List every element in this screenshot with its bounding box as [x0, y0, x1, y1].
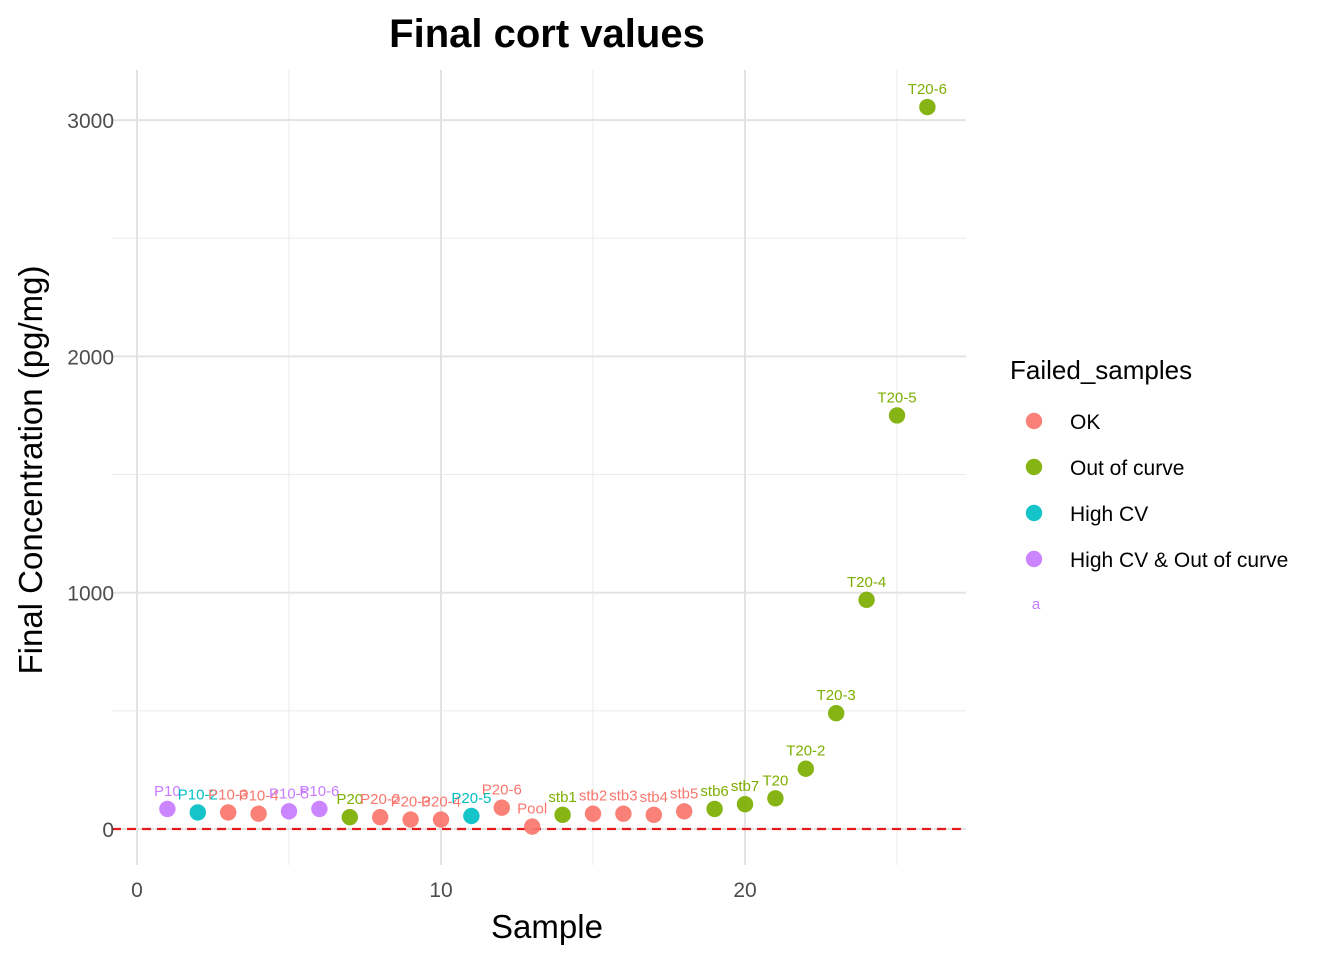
data-point	[493, 799, 510, 816]
data-point	[402, 811, 419, 828]
data-point	[463, 807, 480, 825]
data-point	[615, 805, 632, 822]
y-tick-label: 0	[102, 819, 114, 842]
data-point	[250, 805, 267, 822]
data-point	[432, 811, 450, 828]
x-tick-labels: 0 10 20	[131, 879, 757, 902]
data-point	[554, 806, 571, 824]
legend-label: High CV & Out of curve	[1070, 549, 1288, 572]
chart-title: Final cort values	[389, 12, 705, 56]
data-point-label: P10-2	[178, 786, 218, 803]
legend-key	[1025, 458, 1043, 476]
data-point	[189, 804, 206, 821]
data-point-label: T20-5	[877, 389, 916, 406]
legend: Failed_samples OK Out of curve High CV High…	[1010, 355, 1288, 613]
data-point-label: stb6	[700, 783, 728, 800]
legend-label: High CV	[1070, 503, 1148, 526]
legend-key	[1025, 412, 1043, 430]
data-point-labels: P10P10-2P10-3P10-4P10-5P10-6P20P20-2P20-…	[154, 81, 947, 818]
data-point	[676, 803, 693, 820]
data-point-label: P20-3	[391, 794, 431, 811]
data-point-label: P10-3	[208, 786, 248, 803]
legend-label: Out of curve	[1070, 457, 1184, 480]
data-point	[736, 795, 754, 813]
data-point-label: P20-2	[360, 791, 400, 808]
x-axis-title: Sample	[491, 908, 603, 945]
minor-gridlines	[112, 70, 966, 865]
y-tick-label: 3000	[67, 110, 114, 133]
data-point-label: Pool	[517, 801, 547, 818]
data-point-label: stb2	[579, 788, 607, 805]
data-point	[280, 803, 298, 820]
data-point-label: P20	[336, 791, 363, 808]
data-point-label: T20	[762, 772, 788, 789]
data-point-label: stb7	[731, 778, 759, 795]
data-point	[159, 800, 176, 818]
data-point-label: T20-6	[908, 81, 947, 98]
x-tick-label: 0	[131, 879, 143, 902]
data-point-label: stb3	[609, 788, 637, 805]
data-point-label: T20-3	[817, 687, 856, 704]
data-point-label: T20-4	[847, 574, 886, 591]
data-point-label: stb5	[670, 785, 698, 802]
data-point	[797, 760, 814, 777]
data-point-label: P10-4	[239, 788, 279, 805]
data-point	[524, 818, 541, 835]
data-point	[828, 705, 845, 722]
data-point-label: T20-2	[786, 743, 825, 760]
data-point	[858, 591, 875, 608]
data-point	[311, 800, 328, 818]
data-point-label: stb4	[640, 789, 668, 806]
data-points	[159, 98, 936, 835]
data-point	[767, 790, 784, 807]
y-tick-label: 2000	[67, 346, 114, 369]
data-point-label: P20-5	[451, 790, 491, 807]
x-tick-label: 10	[429, 879, 452, 902]
data-point	[584, 805, 602, 822]
data-point	[888, 407, 906, 424]
data-point	[341, 808, 358, 826]
data-point	[919, 98, 936, 116]
data-point-label: P10-5	[269, 785, 309, 802]
data-point	[645, 806, 662, 824]
data-point-label: P10	[154, 783, 181, 800]
data-point	[372, 808, 389, 826]
data-point-label: P20-4	[421, 794, 461, 811]
legend-key	[1025, 550, 1043, 568]
legend-title: Failed_samples	[1010, 355, 1192, 385]
y-axis-title: Final Concentration (pg/mg)	[12, 265, 49, 674]
data-point-label: P20-6	[482, 782, 522, 799]
x-tick-label: 20	[733, 879, 756, 902]
y-tick-labels: 0 1000 2000 3000	[67, 110, 114, 842]
legend-text-key: a	[1032, 596, 1041, 613]
data-point-label: stb1	[548, 789, 576, 806]
legend-label: OK	[1070, 411, 1100, 434]
data-point-label: P10-6	[299, 783, 339, 800]
data-point	[220, 804, 237, 821]
data-point	[706, 800, 723, 818]
legend-key	[1025, 504, 1043, 522]
y-tick-label: 1000	[67, 583, 114, 606]
